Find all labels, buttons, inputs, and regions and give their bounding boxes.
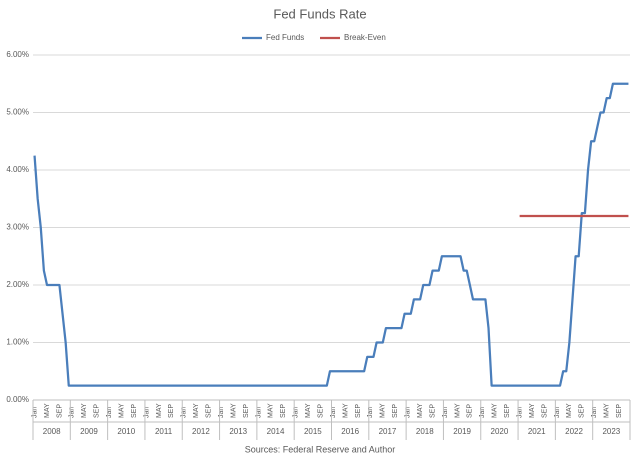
x-tick-label: MAY — [268, 403, 275, 418]
x-tick-label: MAY — [529, 403, 536, 418]
x-tick-label: MAY — [492, 403, 499, 418]
x-tick-label: Jan — [554, 407, 561, 418]
legend-label: Fed Funds — [266, 33, 304, 42]
y-tick-label: 0.00% — [6, 395, 29, 404]
x-tick-label: MAY — [230, 403, 237, 418]
x-group-label: 2015 — [304, 427, 322, 436]
x-group-label: 2020 — [491, 427, 509, 436]
x-group-label: 2023 — [602, 427, 620, 436]
x-tick-label: Jan — [330, 407, 337, 418]
x-group-label: 2008 — [43, 427, 61, 436]
x-tick-label: Jan — [293, 407, 300, 418]
x-group-label: 2011 — [155, 427, 173, 436]
x-tick-label: Jan — [143, 407, 150, 418]
x-tick-label: SEP — [94, 404, 101, 418]
x-tick-label: SEP — [504, 404, 511, 418]
y-tick-label: 3.00% — [6, 223, 29, 232]
x-tick-label: Jan — [218, 407, 225, 418]
x-tick-label: MAY — [118, 403, 125, 418]
x-tick-label: MAY — [454, 403, 461, 418]
x-tick-label: Jan — [367, 407, 374, 418]
x-tick-label: Jan — [31, 407, 38, 418]
x-tick-label: MAY — [342, 403, 349, 418]
x-group-label: 2010 — [117, 427, 135, 436]
legend-label: Break-Even — [344, 33, 386, 42]
x-tick-label: MAY — [44, 403, 51, 418]
x-tick-label: SEP — [355, 404, 362, 418]
x-tick-label: MAY — [604, 403, 611, 418]
x-tick-label: MAY — [417, 403, 424, 418]
x-tick-label: Jan — [516, 407, 523, 418]
x-tick-label: SEP — [467, 404, 474, 418]
x-tick-label: Jan — [106, 407, 113, 418]
x-tick-label: Jan — [591, 407, 598, 418]
x-tick-label: MAY — [305, 403, 312, 418]
x-tick-label: SEP — [56, 404, 63, 418]
x-tick-label: MAY — [81, 403, 88, 418]
x-tick-label: SEP — [168, 404, 175, 418]
x-tick-label: SEP — [317, 404, 324, 418]
x-group-label: 2009 — [80, 427, 98, 436]
x-tick-label: MAY — [193, 403, 200, 418]
x-group-label: 2021 — [528, 427, 546, 436]
x-tick-label: MAY — [156, 403, 163, 418]
chart-title: Fed Funds Rate — [273, 6, 366, 21]
y-tick-label: 2.00% — [6, 280, 29, 289]
x-group-label: 2013 — [229, 427, 247, 436]
x-group-label: 2016 — [341, 427, 359, 436]
x-tick-label: Jan — [479, 407, 486, 418]
y-tick-label: 4.00% — [6, 165, 29, 174]
x-tick-label: Jan — [405, 407, 412, 418]
x-tick-label: SEP — [206, 404, 213, 418]
x-tick-label: SEP — [616, 404, 623, 418]
x-tick-label: SEP — [541, 404, 548, 418]
x-group-label: 2017 — [379, 427, 397, 436]
y-tick-label: 6.00% — [6, 50, 29, 59]
y-tick-label: 1.00% — [6, 338, 29, 347]
y-tick-label: 5.00% — [6, 108, 29, 117]
x-tick-label: MAY — [566, 403, 573, 418]
x-tick-label: Jan — [442, 407, 449, 418]
x-tick-label: SEP — [579, 404, 586, 418]
x-group-label: 2018 — [416, 427, 434, 436]
x-tick-label: MAY — [380, 403, 387, 418]
x-tick-label: SEP — [280, 404, 287, 418]
x-group-label: 2014 — [267, 427, 285, 436]
x-tick-label: SEP — [131, 404, 138, 418]
series-line — [33, 82, 629, 387]
x-group-label: 2019 — [453, 427, 471, 436]
x-tick-label: Jan — [255, 407, 262, 418]
x-tick-label: SEP — [243, 404, 250, 418]
x-tick-label: Jan — [181, 407, 188, 418]
x-group-label: 2012 — [192, 427, 210, 436]
x-tick-label: Jan — [69, 407, 76, 418]
x-tick-label: SEP — [429, 404, 436, 418]
x-group-label: 2022 — [565, 427, 583, 436]
x-tick-label: SEP — [392, 404, 399, 418]
source-note: Sources: Federal Reserve and Author — [245, 444, 396, 454]
